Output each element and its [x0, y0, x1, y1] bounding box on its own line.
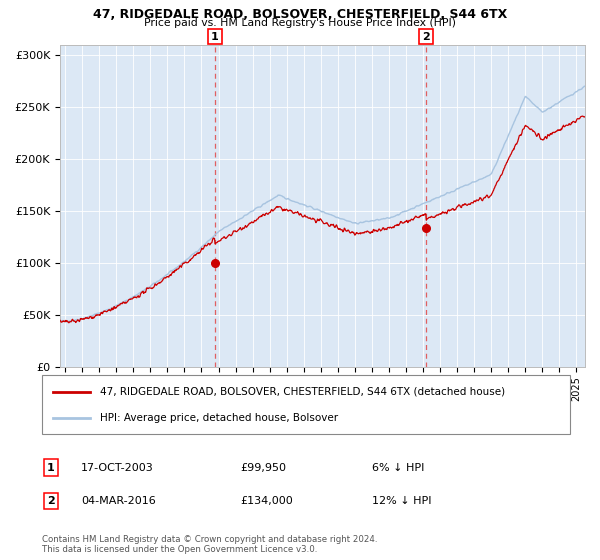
FancyBboxPatch shape [42, 375, 570, 434]
Text: 6% ↓ HPI: 6% ↓ HPI [372, 463, 424, 473]
Text: Contains HM Land Registry data © Crown copyright and database right 2024.
This d: Contains HM Land Registry data © Crown c… [42, 535, 377, 554]
Text: 04-MAR-2016: 04-MAR-2016 [81, 496, 156, 506]
Text: 2: 2 [47, 496, 55, 506]
Text: 2: 2 [422, 31, 430, 41]
Text: 12% ↓ HPI: 12% ↓ HPI [372, 496, 431, 506]
Text: 1: 1 [211, 31, 219, 41]
Text: 47, RIDGEDALE ROAD, BOLSOVER, CHESTERFIELD, S44 6TX: 47, RIDGEDALE ROAD, BOLSOVER, CHESTERFIE… [93, 8, 507, 21]
Text: 47, RIDGEDALE ROAD, BOLSOVER, CHESTERFIELD, S44 6TX (detached house): 47, RIDGEDALE ROAD, BOLSOVER, CHESTERFIE… [100, 386, 505, 396]
Text: HPI: Average price, detached house, Bolsover: HPI: Average price, detached house, Bols… [100, 413, 338, 423]
Text: 17-OCT-2003: 17-OCT-2003 [81, 463, 154, 473]
Text: Price paid vs. HM Land Registry's House Price Index (HPI): Price paid vs. HM Land Registry's House … [144, 18, 456, 29]
Text: 1: 1 [47, 463, 55, 473]
Text: £99,950: £99,950 [240, 463, 286, 473]
Text: £134,000: £134,000 [240, 496, 293, 506]
